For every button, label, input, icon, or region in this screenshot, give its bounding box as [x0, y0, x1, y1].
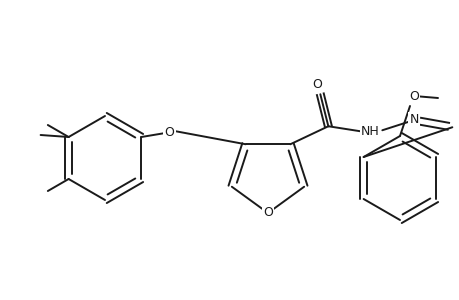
Text: O: O: [164, 125, 174, 139]
Text: NH: NH: [360, 125, 379, 138]
Text: N: N: [409, 113, 418, 126]
Text: O: O: [408, 89, 418, 103]
Text: O: O: [312, 78, 322, 91]
Text: O: O: [263, 206, 272, 220]
